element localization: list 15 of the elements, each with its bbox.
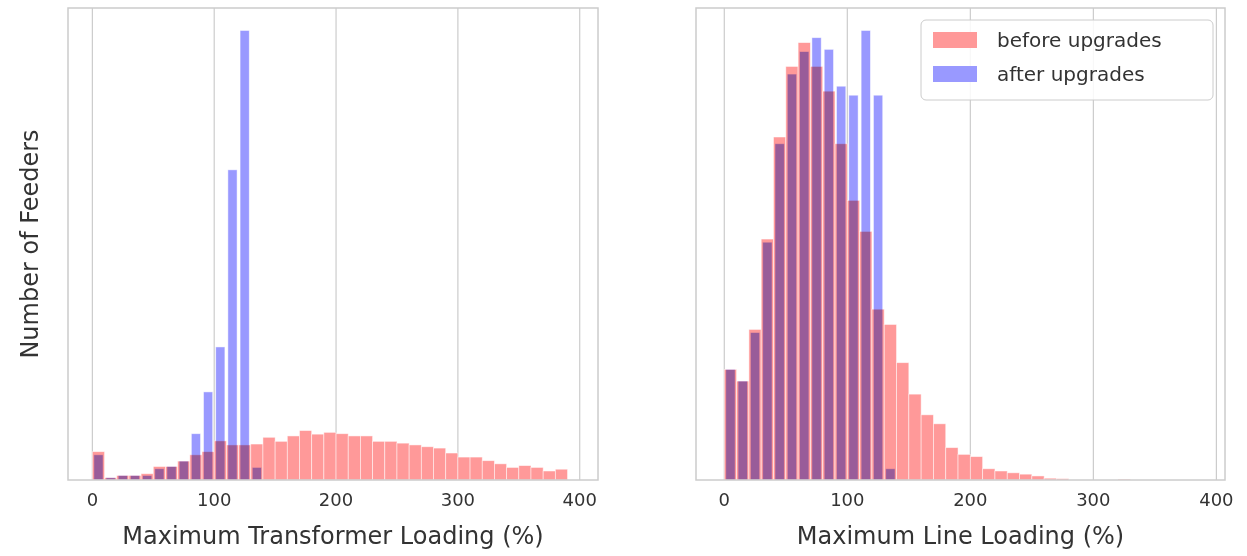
x-tick-label: 400	[1199, 489, 1234, 510]
legend-label: before upgrades	[997, 28, 1162, 52]
x-tick-label: 0	[86, 489, 99, 510]
x-tick-label: 100	[830, 489, 865, 510]
x-tick-label: 200	[953, 489, 988, 510]
x-axis-title: Maximum Transformer Loading (%)	[122, 522, 544, 550]
x-tick-label: 100	[197, 489, 232, 510]
x-tick-label: 0	[718, 489, 731, 510]
legend-label: after upgrades	[997, 62, 1145, 86]
x-tick-label: 400	[562, 489, 597, 510]
x-tick-label: 300	[440, 489, 476, 510]
x-tick-label: 200	[318, 489, 354, 510]
x-tick-label: 300	[1076, 489, 1111, 510]
y-axis-title: Number of Feeders	[16, 129, 44, 359]
x-axis-title: Maximum Line Loading (%)	[796, 522, 1125, 550]
